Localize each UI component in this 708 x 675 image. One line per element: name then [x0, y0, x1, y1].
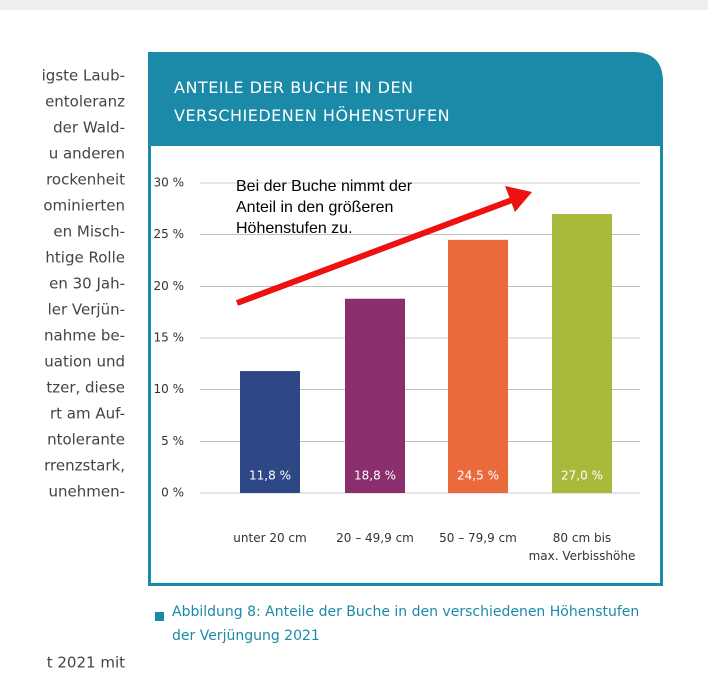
bar — [448, 239, 508, 493]
side-text-line: rrenzstark, — [44, 457, 125, 475]
y-tick-label: 10 % — [154, 382, 185, 396]
caption-bullet — [155, 612, 164, 621]
side-text-line: tzer, diese — [46, 379, 125, 397]
chart-title: ANTEILE DER BUCHE IN DEN VERSCHIEDENEN H… — [174, 78, 451, 125]
side-text-line: ler Verjün- — [48, 301, 125, 319]
caption: Abbildung 8: Anteile der Buche in den ve… — [172, 604, 640, 644]
value-label: 11,8 % — [249, 469, 291, 483]
side-text-line: entoleranz — [45, 93, 125, 111]
side-text-line: ominierten — [43, 197, 125, 215]
x-tick-label: unter 20 cm — [233, 531, 307, 545]
side-text-line: der Wald- — [53, 119, 125, 137]
x-tick-label: 20 – 49,9 cm — [336, 531, 414, 545]
side-text-line: htige Rolle — [45, 249, 125, 267]
side-text-line: u anderen — [49, 145, 125, 163]
side-text-line: nahme be- — [44, 327, 125, 345]
side-text-line: t 2021 mit — [47, 654, 125, 672]
y-tick-label: 5 % — [161, 434, 184, 448]
value-label: 24,5 % — [457, 469, 499, 483]
arrow-line — [235, 197, 514, 306]
bar — [552, 214, 612, 493]
bar — [345, 298, 405, 493]
y-tick-label: 25 % — [154, 227, 185, 241]
side-text-line: igste Laub- — [42, 67, 125, 85]
side-text-line: ntolerante — [47, 431, 125, 449]
value-label: 18,8 % — [354, 469, 396, 483]
y-tick-label: 30 % — [154, 176, 185, 190]
side-text-line: uation und — [44, 353, 125, 371]
side-text-line: unehmen- — [48, 483, 125, 501]
side-text-line: rockenheit — [46, 171, 125, 189]
top-strip — [0, 0, 708, 10]
y-tick-label: 0 % — [161, 486, 184, 500]
x-tick-label: 50 – 79,9 cm — [439, 531, 517, 545]
bar — [240, 371, 300, 493]
side-text-line: en Misch- — [53, 223, 125, 241]
value-label: 27,0 % — [561, 469, 603, 483]
y-tick-label: 15 % — [154, 331, 185, 345]
x-tick-label: 80 cm bis max. Verbisshöhe — [528, 531, 636, 563]
side-text-line: rt am Auf- — [50, 405, 125, 423]
arrow-head — [505, 186, 532, 212]
side-text-line: en 30 Jah- — [49, 275, 125, 293]
annotation: Bei der Buche nimmt der Anteil in den gr… — [236, 178, 413, 237]
y-tick-label: 20 % — [154, 279, 185, 293]
